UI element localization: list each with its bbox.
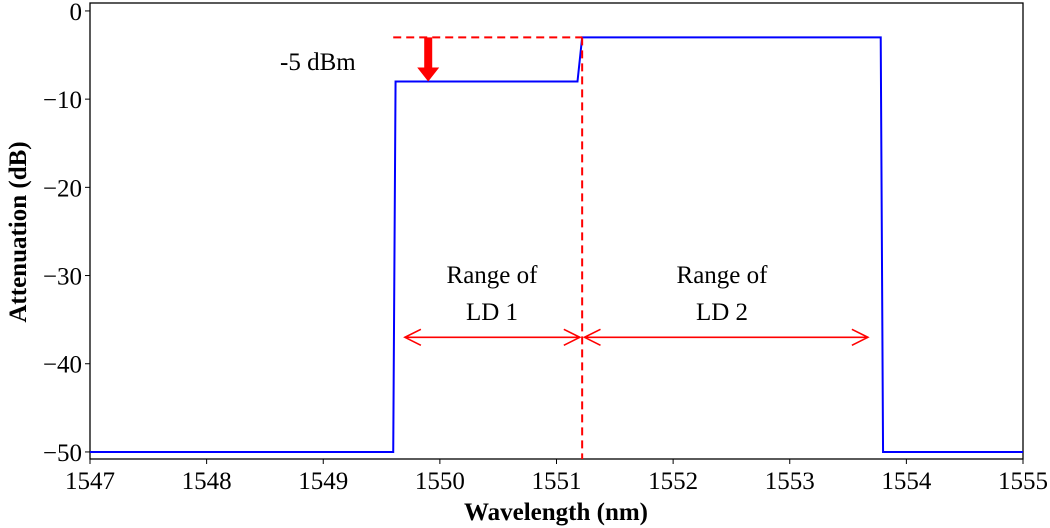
x-tick-label: 1548 [182, 468, 232, 495]
power-drop-label: -5 dBm [280, 49, 356, 76]
ld2-label-line2: LD 2 [696, 299, 748, 326]
x-tick-label: 1547 [65, 468, 115, 495]
x-axis-label: Wavelength (nm) [464, 499, 648, 526]
ld1-label-line2: LD 1 [466, 299, 518, 326]
ld2-range-arrow-head-left [582, 328, 601, 346]
y-tick-label: 0 [70, 0, 83, 26]
series-line [90, 36, 1023, 453]
ld1-range-arrow-head-right [563, 328, 582, 346]
power-drop-arrow-head [417, 67, 440, 82]
x-tick-label: 1554 [881, 468, 932, 495]
y-axis-label: Attenuation (dB) [5, 141, 32, 322]
ld2-label-line1: Range of [677, 262, 769, 289]
x-tick-label: 1552 [648, 468, 698, 495]
y-tick-label: −30 [43, 264, 82, 291]
y-tick-label: −20 [43, 175, 82, 202]
ld2-range-arrow-head-right [851, 328, 870, 346]
y-tick-label: −40 [43, 352, 82, 379]
y-tick-label: −10 [43, 87, 82, 114]
power-drop-arrow-shaft [424, 37, 433, 70]
ld1-label-line1: Range of [447, 262, 539, 289]
ld1-range-arrow-head-left [403, 328, 422, 346]
x-tick-label: 1549 [298, 468, 348, 495]
x-tick-label: 1550 [415, 468, 465, 495]
x-tick-label: 1553 [765, 468, 815, 495]
x-tick-label: 1551 [532, 468, 582, 495]
y-tick-label: −50 [43, 440, 82, 467]
x-tick-label: 1555 [998, 468, 1048, 495]
